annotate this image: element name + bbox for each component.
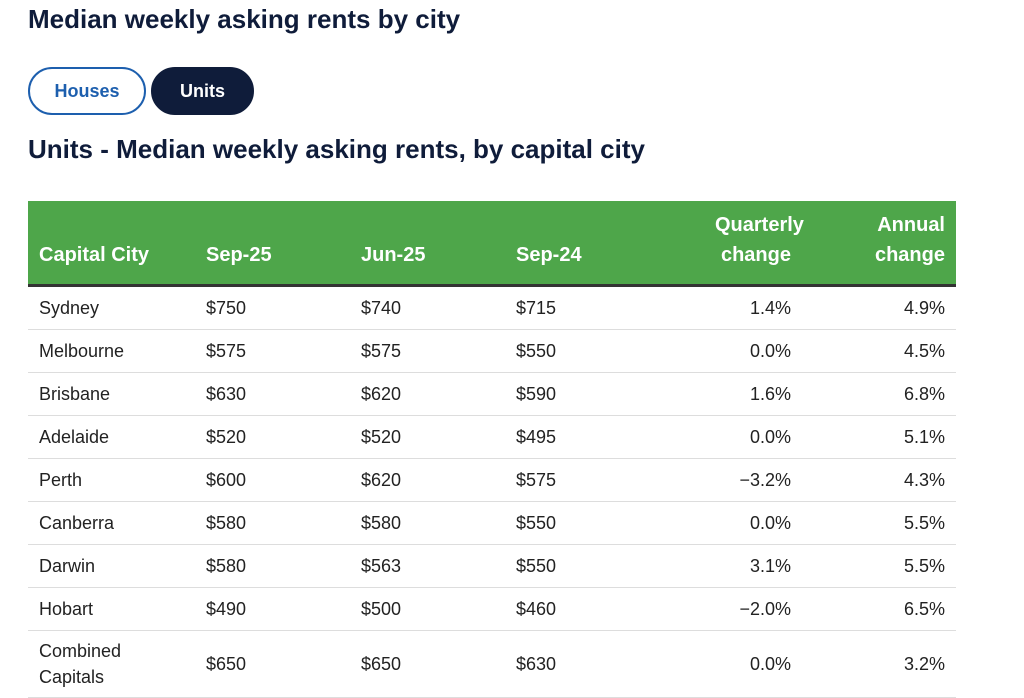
tab[interactable]: Houses [28,67,146,115]
value-cell: $580 [195,544,350,588]
value-cell: $750 [195,285,350,330]
table-row: Combined Capitals $650 $650 $630 0.0% 3.2% [28,630,956,698]
value-cell: $650 [350,630,505,698]
rent-table: Capital City Sep-25 Jun-25 Sep-24 Quarterly … [28,201,956,698]
city-cell: Canberra [28,501,195,545]
value-cell: $575 [350,329,505,373]
value-cell: 3.1% [655,544,802,588]
value-cell: $580 [350,501,505,545]
value-cell: $580 [195,501,350,545]
value-cell: $563 [350,544,505,588]
city-cell: Darwin [28,544,195,588]
city-cell: Adelaide [28,415,195,459]
value-cell: 4.3% [802,458,956,502]
value-cell: $575 [195,329,350,373]
table-row: Hobart $490 $500 $460 −2.0% 6.5% [28,587,956,631]
value-cell: $630 [195,372,350,416]
table-row: Canberra $580 $580 $550 0.0% 5.5% [28,501,956,545]
city-cell: Melbourne [28,329,195,373]
value-cell: $650 [195,630,350,698]
city-cell: Brisbane [28,372,195,416]
table-row: Brisbane $630 $620 $590 1.6% 6.8% [28,372,956,416]
value-cell: $460 [505,587,655,631]
value-cell: $490 [195,587,350,631]
value-cell: 4.5% [802,329,956,373]
value-cell: $550 [505,544,655,588]
tab-bar: Houses Units [28,67,254,115]
tab-active[interactable]: Units [151,67,254,115]
page-title: Median weekly asking rents by city [28,4,461,34]
city-cell: Hobart [28,587,195,631]
table-row: Perth $600 $620 $575 −3.2% 4.3% [28,458,956,502]
value-cell: $590 [505,372,655,416]
value-cell: 0.0% [655,415,802,459]
table-title: Units - Median weekly asking rents, by c… [28,134,645,164]
value-cell: 6.8% [802,372,956,416]
column-header: Sep-24 [505,201,655,287]
city-cell: Sydney [28,285,195,330]
value-cell: $520 [350,415,505,459]
value-cell: −3.2% [655,458,802,502]
value-cell: $715 [505,285,655,330]
table-row: Adelaide $520 $520 $495 0.0% 5.1% [28,415,956,459]
value-cell: −2.0% [655,587,802,631]
value-cell: 6.5% [802,587,956,631]
value-cell: $630 [505,630,655,698]
value-cell: $495 [505,415,655,459]
column-header: Sep-25 [195,201,350,287]
value-cell: $600 [195,458,350,502]
value-cell: 0.0% [655,630,802,698]
column-header: Annual change [802,201,956,287]
column-header: Quarterly change [655,201,804,287]
value-cell: $620 [350,458,505,502]
column-header: Capital City [28,201,195,287]
value-cell: 1.4% [655,285,802,330]
header-row: Capital City Sep-25 Jun-25 Sep-24 Quarterly … [28,201,956,287]
value-cell: 5.5% [802,501,956,545]
table-row: Darwin $580 $563 $550 3.1% 5.5% [28,544,956,588]
value-cell: $520 [195,415,350,459]
value-cell: $620 [350,372,505,416]
value-cell: 1.6% [655,372,802,416]
value-cell: 3.2% [802,630,956,698]
value-cell: 0.0% [655,329,802,373]
value-cell: 5.5% [802,544,956,588]
value-cell: $500 [350,587,505,631]
value-cell: $740 [350,285,505,330]
city-cell: Combined Capitals [28,630,195,698]
table-row: Sydney $750 $740 $715 1.4% 4.9% [28,285,956,330]
value-cell: 4.9% [802,285,956,330]
table-row: Melbourne $575 $575 $550 0.0% 4.5% [28,329,956,373]
value-cell: $550 [505,501,655,545]
value-cell: $575 [505,458,655,502]
table-body: Sydney $750 $740 $715 1.4% 4.9% Melbourne $575 $… [28,285,956,698]
city-cell: Perth [28,458,195,502]
value-cell: 5.1% [802,415,956,459]
column-header: Jun-25 [350,201,505,287]
value-cell: $550 [505,329,655,373]
value-cell: 0.0% [655,501,802,545]
